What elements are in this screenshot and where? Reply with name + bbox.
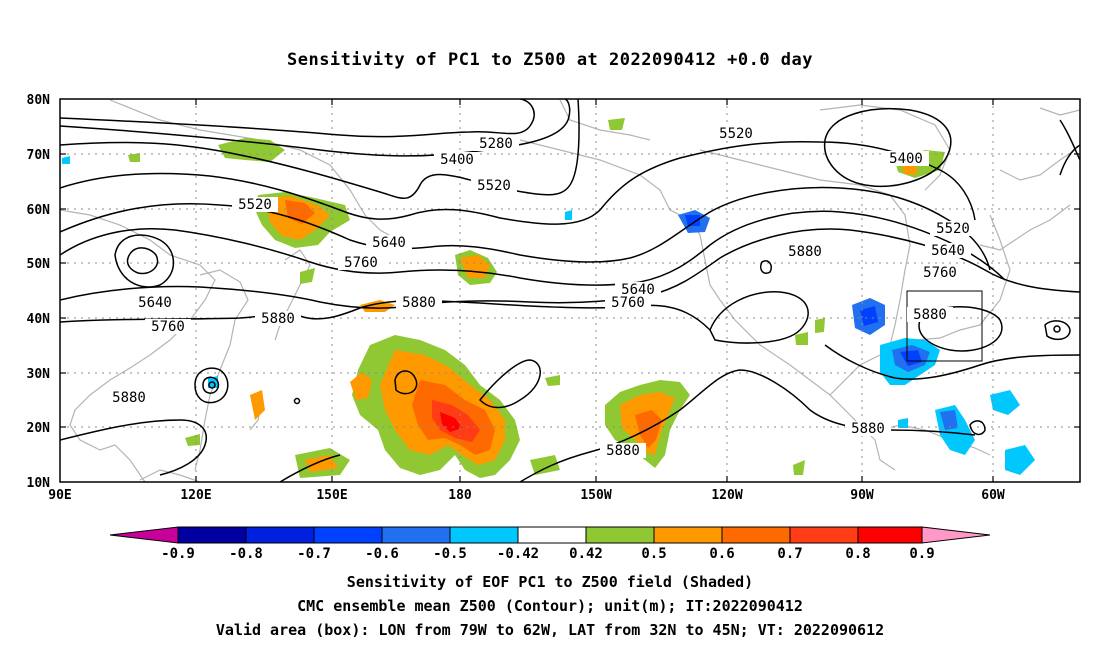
footer-line-3: Valid area (box): LON from 79W to 62W, L… [215,621,885,639]
lat-label: 30N [27,367,51,382]
contour-label: 5520 [232,197,278,213]
colorbar-cell [381,526,451,544]
colorbar-cell [449,526,519,544]
contour-label: 5640 [925,243,971,259]
contour-label: 5760 [145,319,191,335]
colorbar-labels: -0.9 -0.8 -0.7 -0.6 -0.5 -0.42 0.42 0.5 … [161,546,935,562]
colorbar [109,526,991,544]
contour-label: 5880 [396,295,442,311]
latitude-labels: 80N 70N 60N 50N 40N 30N 20N 10N [27,93,51,491]
contour-label-5640: 5640 [931,243,965,259]
contour-label: 5880 [782,244,828,260]
contour-label-5880: 5880 [112,390,146,406]
contour-label-5280: 5280 [479,136,513,152]
contour-label: 5520 [471,178,517,194]
colorbar-label: -0.42 [497,546,539,562]
axis-ticks [60,99,1080,482]
coastlines [60,99,1080,482]
colorbar-label: -0.9 [161,546,195,562]
colorbar-cell [721,526,791,544]
longitude-labels: 90E 120E 150E 180 150W 120W 90W 60W [48,488,1005,503]
contour-label: 5760 [338,255,384,271]
contour-label-5640: 5640 [621,282,655,298]
lat-label: 80N [27,93,51,108]
colorbar-cell [245,526,315,544]
contour-label-5640: 5640 [138,295,172,311]
lat-label: 70N [27,148,51,163]
contour-label: 5880 [600,443,646,459]
lon-label: 120W [711,488,742,503]
contour-label-5880: 5880 [606,443,640,459]
colorbar-cell [857,526,923,544]
footer-line-1: Sensitivity of EOF PC1 to Z500 field (Sh… [346,573,754,591]
colorbar-cell [585,526,655,544]
contour-label-5520: 5520 [238,197,272,213]
contour-label: 5760 [917,265,963,281]
valid-area-box [906,290,983,362]
colorbar-cell [313,526,383,544]
contour-label: 5640 [366,235,412,251]
contour-label-5760: 5760 [611,295,645,311]
lon-label: 150E [316,488,347,503]
map-title: Sensitivity of PC1 to Z500 at 2022090412… [286,50,813,70]
footer-line-2: CMC ensemble mean Z500 (Contour); unit(m… [297,597,803,615]
colorbar-label: -0.5 [433,546,467,562]
colorbar-cell [177,526,247,544]
contour-label-5760: 5760 [923,265,957,281]
contour-label: 5640 [615,282,661,298]
colorbar-label: 0.7 [777,546,802,562]
lon-label: 120E [180,488,211,503]
colorbar-label: 0.42 [569,546,603,562]
lon-label: 90E [48,488,71,503]
colorbar-label: -0.8 [229,546,263,562]
contour-label: 5880 [907,307,953,323]
contour-label: 5400 [434,152,480,168]
colorbar-label: 0.8 [845,546,870,562]
lat-label: 10N [27,476,51,491]
colorbar-label: 0.5 [641,546,666,562]
contour-label-group: 5280 5400 5520 5520 5520 5400 5640 5760 … [106,126,976,459]
contour-label-5880: 5880 [851,421,885,437]
colorbar-cell [921,526,991,544]
contour-label: 5520 [713,126,759,142]
contour-label-5760: 5760 [344,255,378,271]
lon-label: 60W [981,488,1005,503]
colorbar-cell [517,526,587,544]
colorbar-label: 0.6 [709,546,734,562]
lon-label: 90W [850,488,874,503]
colorbar-cell [109,526,179,544]
contour-label-5880: 5880 [261,311,295,327]
colorbar-label: -0.6 [365,546,399,562]
colorbar-label: -0.7 [297,546,331,562]
contour-label-5640: 5640 [372,235,406,251]
contour-label-5400: 5400 [440,152,474,168]
lon-label: 180 [448,488,472,503]
contour-label: 5880 [255,311,301,327]
lat-label: 50N [27,257,51,272]
lat-label: 40N [27,312,51,327]
lat-label: 60N [27,203,51,218]
contour-label-5520: 5520 [719,126,753,142]
contour-label: 5760 [605,295,651,311]
colorbar-label: 0.9 [909,546,934,562]
contour-label-5760: 5760 [151,319,185,335]
contour-label: 5880 [106,390,152,406]
contour-label-5520: 5520 [477,178,511,194]
contour-label-5880: 5880 [913,307,947,323]
colorbar-cell [789,526,859,544]
contour-label-5520: 5520 [936,221,970,237]
contour-label-5880: 5880 [402,295,436,311]
z500-contours [60,99,1080,482]
contour-label-5400: 5400 [889,151,923,167]
contour-label: 5400 [883,151,929,167]
lon-label: 150W [580,488,611,503]
contour-label: 5280 [473,136,519,152]
colorbar-cell [653,526,723,544]
contour-label-5880: 5880 [788,244,822,260]
lat-label: 20N [27,421,51,436]
contour-label: 5640 [132,295,178,311]
contour-label: 5880 [845,421,891,437]
contour-label: 5520 [930,221,976,237]
